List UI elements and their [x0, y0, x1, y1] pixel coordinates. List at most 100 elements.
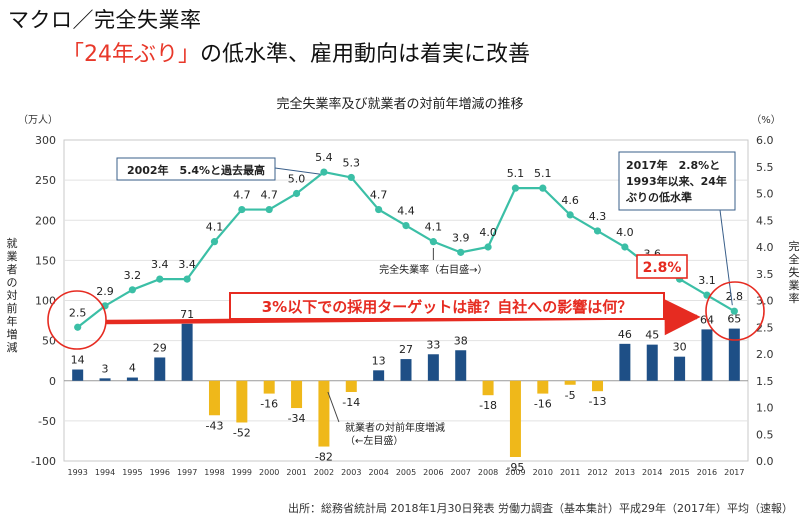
- line-point: [183, 275, 191, 283]
- bar-value-label: 65: [727, 313, 741, 326]
- line-point: [128, 286, 136, 294]
- x-tick-label: 1998: [204, 468, 224, 477]
- right-tick-label: 5.5: [756, 161, 774, 174]
- line-value-label: 5.3: [343, 156, 361, 169]
- x-tick-label: 2006: [423, 468, 443, 477]
- bar-value-label: 46: [618, 328, 632, 341]
- line-point: [730, 307, 738, 315]
- line-value-label: 4.6: [561, 194, 579, 207]
- left-tick-label: 200: [35, 214, 56, 227]
- right-tick-label: 6.0: [756, 134, 774, 147]
- x-tick-label: 2002: [314, 468, 334, 477]
- peak-callout-text: 2002年 5.4%と過去最高: [127, 163, 265, 177]
- latest-callout-text: 1993年以来、24年: [626, 174, 727, 188]
- bar-value-label: -5: [565, 389, 576, 402]
- x-tick-label: 2013: [615, 468, 635, 477]
- line-point: [484, 243, 492, 251]
- line-value-label: 4.0: [616, 226, 634, 239]
- right-tick-label: 2.0: [756, 348, 774, 361]
- line-value-label: 5.4: [315, 151, 333, 164]
- bar-value-label: 30: [673, 341, 687, 354]
- right-tick-label: 1.5: [756, 375, 774, 388]
- x-tick-label: 2005: [396, 468, 416, 477]
- bar: [701, 329, 713, 381]
- source-note: 出所：総務省統計局 2018年1月30日発表 労働力調査（基本集計）平成29年（…: [288, 502, 793, 515]
- line-value-label: 4.3: [589, 210, 607, 223]
- line-point: [238, 205, 246, 214]
- bar-value-label: 29: [153, 341, 167, 354]
- line-point: [347, 173, 355, 182]
- bar-value-label: -13: [589, 395, 607, 408]
- left-tick-label: 150: [35, 254, 56, 267]
- line-value-label: 5.0: [288, 173, 306, 186]
- bar: [373, 370, 385, 381]
- bar: [208, 380, 220, 416]
- x-tick-label: 2015: [669, 468, 689, 477]
- bar: [509, 380, 521, 457]
- bar: [427, 354, 439, 381]
- right-tick-label: 0.0: [756, 455, 774, 468]
- line-point: [292, 189, 301, 198]
- chart-title: 完全失業率及び就業者の対前年増減の推移: [276, 96, 523, 112]
- rate-badge-text: 2.8%: [643, 260, 682, 276]
- bar-value-label: 13: [372, 354, 386, 367]
- x-tick-label: 1994: [95, 468, 115, 477]
- line-value-label: 2.8: [726, 290, 744, 303]
- peak-callout-box: [116, 157, 276, 181]
- bar: [181, 323, 193, 381]
- bar-value-label: -82: [315, 451, 333, 464]
- latest-callout-box: [618, 151, 736, 211]
- right-axis-unit: （%）: [751, 114, 781, 126]
- line-point: [593, 227, 602, 235]
- latest-callout-text: 2017年 2.8%と: [626, 158, 720, 172]
- right-tick-label: 4.5: [756, 214, 774, 227]
- x-tick-label: 1999: [232, 468, 252, 477]
- line-value-label: 4.1: [425, 221, 443, 234]
- banner-text: 3%以下での採用ターゲットは誰？自社への影響は何？: [262, 298, 632, 316]
- bar-value-label: 4: [129, 362, 136, 375]
- line-point: [539, 184, 547, 192]
- bar-value-label: 14: [71, 354, 85, 367]
- x-tick-label: 1996: [150, 468, 170, 477]
- x-tick-label: 2011: [560, 468, 580, 477]
- line-value-label: 4.7: [260, 189, 278, 202]
- x-tick-label: 2004: [368, 468, 388, 477]
- line-point: [402, 222, 410, 230]
- page-heading: マクロ／完全失業率: [8, 8, 202, 32]
- left-tick-label: -50: [38, 415, 56, 428]
- x-tick-label: 2017: [724, 468, 744, 477]
- bar-value-label: 3: [102, 362, 109, 375]
- highlight-circle-2017: [705, 281, 765, 341]
- x-tick-label: 2012: [587, 468, 607, 477]
- line-value-label: 4.7: [233, 189, 251, 202]
- latest-callout-leader: [719, 209, 733, 306]
- bar-value-label: -16: [534, 398, 552, 411]
- line-value-label: 3.4: [178, 258, 196, 271]
- bar: [564, 380, 576, 385]
- latest-callout-text: ぶりの低水準: [625, 190, 692, 204]
- x-tick-label: 2003: [341, 468, 361, 477]
- line-note-text: 完全失業率（右目盛→）: [379, 263, 487, 276]
- bar: [236, 380, 248, 423]
- left-tick-label: 100: [35, 295, 56, 308]
- x-tick-label: 1997: [177, 468, 197, 477]
- line-value-label: 3.1: [698, 274, 716, 287]
- rate-badge-box: [636, 254, 688, 279]
- line-value-label: 5.1: [534, 167, 552, 180]
- bar: [345, 380, 357, 392]
- left-axis-unit: （万人）: [18, 114, 58, 126]
- left-tick-label: -100: [31, 455, 56, 468]
- bar: [728, 328, 740, 381]
- left-tick-label: 250: [35, 174, 56, 187]
- bar-value-label: 71: [180, 308, 194, 321]
- line-point: [265, 205, 273, 214]
- bar: [72, 369, 84, 381]
- x-tick-label: 2000: [259, 468, 279, 477]
- bar: [674, 356, 686, 381]
- line-value-label: 5.1: [507, 167, 525, 180]
- bar-value-label: 45: [645, 329, 659, 342]
- left-tick-label: 300: [35, 134, 56, 147]
- bar-value-label: 27: [399, 343, 413, 356]
- bar-value-label: 33: [426, 338, 440, 351]
